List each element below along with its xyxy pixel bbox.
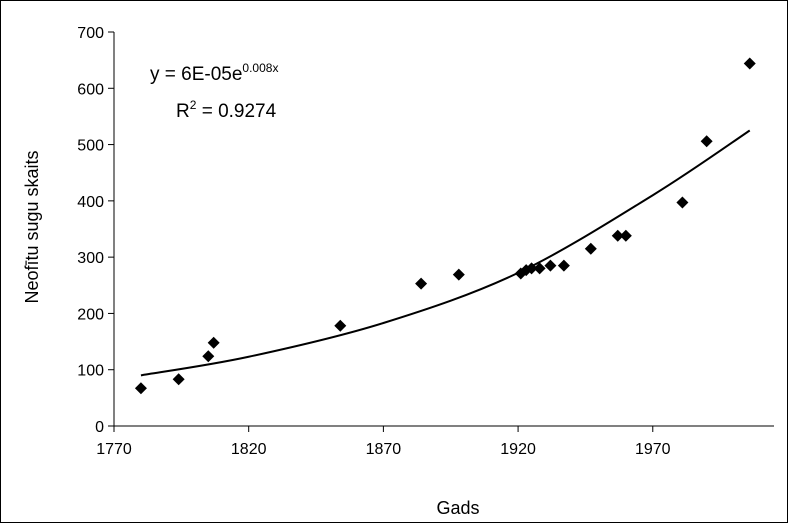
y-axis-title: Neofītu sugu skaits <box>22 150 42 303</box>
x-tick-label: 1970 <box>635 441 671 458</box>
trendline-equation: y = 6E-05e0.008x <box>150 61 278 85</box>
y-tick-label: 0 <box>95 419 104 436</box>
data-points <box>134 57 756 395</box>
y-tick-label: 600 <box>77 81 104 98</box>
data-point <box>611 229 624 242</box>
data-point <box>525 262 538 275</box>
data-point <box>134 382 147 395</box>
x-axis-title: Gads <box>436 498 479 518</box>
r2-superscript: 2 <box>190 98 197 112</box>
data-point <box>700 135 713 148</box>
y-tick-label: 300 <box>77 250 104 267</box>
plot-axes <box>113 32 774 427</box>
data-point <box>415 277 428 290</box>
y-tick-label: 100 <box>77 363 104 380</box>
equation-exponent: 0.008x <box>242 61 278 75</box>
exponential-trendline <box>140 129 751 377</box>
data-point <box>207 336 220 349</box>
data-point <box>533 262 546 275</box>
x-tick-label: 1770 <box>96 441 132 458</box>
data-point <box>584 242 597 255</box>
y-tick-label: 700 <box>77 25 104 42</box>
data-point <box>743 57 756 70</box>
data-point <box>452 268 465 281</box>
data-point <box>172 373 185 386</box>
x-tick-label: 1920 <box>500 441 536 458</box>
r2-value: = 0.9274 <box>196 101 276 122</box>
equation-main: y = 6E-05e <box>150 64 242 85</box>
trendline-group <box>140 129 751 377</box>
data-point <box>619 229 632 242</box>
y-tick-label: 200 <box>77 306 104 323</box>
data-point <box>676 196 689 209</box>
y-tick-label: 400 <box>77 194 104 211</box>
x-tick-label: 1870 <box>366 441 402 458</box>
data-point <box>334 319 347 332</box>
data-point <box>544 259 557 272</box>
data-point <box>557 259 570 272</box>
x-axis-ticks: 1770 1820 1870 1920 1970 <box>96 426 671 458</box>
x-tick-label: 1820 <box>231 441 267 458</box>
y-axis-ticks: 0 100 200 300 400 500 600 700 <box>77 25 114 436</box>
data-point <box>202 350 215 363</box>
r-squared-annotation: R2 = 0.9274 <box>176 98 277 122</box>
y-tick-label: 500 <box>77 138 104 155</box>
r2-label: R <box>176 101 190 122</box>
